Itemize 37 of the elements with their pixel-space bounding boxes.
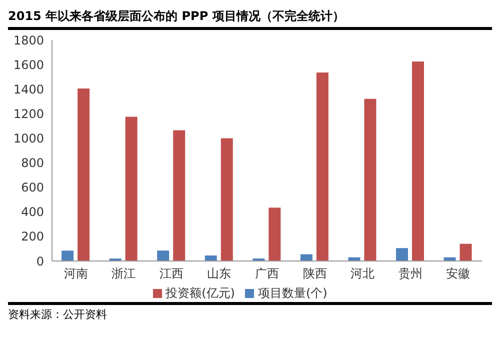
bar — [460, 244, 472, 261]
bar — [62, 250, 74, 261]
y-tick-label: 400 — [21, 205, 44, 220]
x-tick-label: 广西 — [255, 266, 279, 281]
bar — [364, 98, 376, 261]
bar — [157, 250, 170, 261]
legend-label: 项目数量(个) — [258, 286, 328, 300]
bar — [268, 208, 281, 261]
y-tick-label: 1000 — [13, 131, 44, 146]
x-tick-label: 河北 — [350, 266, 375, 281]
legend-label: 投资额(亿元) — [166, 286, 235, 300]
x-tick-label: 山东 — [207, 266, 232, 281]
x-tick-label: 贵州 — [398, 266, 422, 281]
y-tick-label: 0 — [36, 254, 44, 268]
bar — [78, 88, 90, 261]
y-tick-label: 1600 — [13, 58, 44, 72]
bar — [220, 138, 233, 261]
bar — [125, 116, 138, 261]
x-tick-label: 安徽 — [446, 266, 470, 281]
y-tick-label: 1800 — [13, 33, 44, 48]
y-tick-label: 1200 — [13, 106, 44, 121]
bar — [316, 72, 328, 261]
x-tick-label: 浙江 — [112, 266, 136, 281]
y-tick-label: 800 — [21, 156, 44, 170]
bar — [396, 248, 408, 261]
bar — [173, 130, 186, 261]
y-tick-label: 600 — [21, 180, 44, 195]
bar — [204, 255, 217, 261]
bar — [412, 61, 424, 261]
x-tick-label: 陕西 — [302, 266, 327, 281]
x-tick-label: 河南 — [64, 266, 88, 281]
text: 资料来源：公开资料 — [8, 307, 108, 322]
x-tick-label: 江西 — [159, 266, 184, 281]
y-tick-label: 200 — [21, 230, 44, 244]
chart-title: 2015 年以来各省级层面公布的 PPP 项目情况（不完全统计） — [8, 8, 492, 30]
y-tick-label: 1400 — [13, 82, 44, 96]
bar — [300, 254, 312, 261]
